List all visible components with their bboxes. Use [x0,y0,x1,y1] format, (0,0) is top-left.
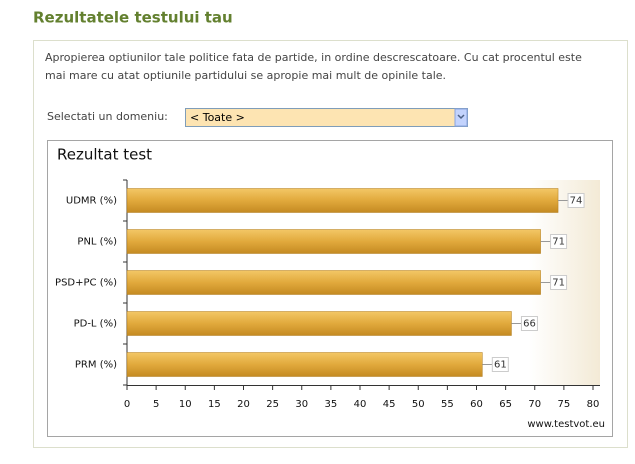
domain-select[interactable]: < Toate > [185,108,468,127]
chart-title: Rezultat test [57,146,152,164]
x-tick-label: 55 [441,399,454,410]
y-tick-label: PD-L (%) [74,319,117,330]
bar [126,229,541,254]
bar [126,311,512,336]
x-tick-label: 25 [266,399,279,410]
y-tick-label: PSD+PC (%) [55,278,117,289]
bar [126,188,559,213]
x-tick-label: 45 [383,399,396,410]
description: mai mare cu atat optiunile partidului se… [45,69,446,82]
y-tick-label: UDMR (%) [66,196,117,207]
value-label-box [491,357,509,372]
value-label-box [567,193,585,208]
x-tick-label: 15 [208,399,221,410]
x-tick-label: 80 [587,399,600,410]
x-tick-label: 0 [124,399,130,410]
filter-label: Selectati un domeniu: [47,110,168,123]
value-label: 66 [523,319,536,330]
x-tick-label: 50 [412,399,425,410]
bar [126,352,483,377]
value-label: 61 [494,360,507,371]
x-tick-label: 30 [295,399,308,410]
page-title: Rezultatele testului tau [33,9,233,27]
description: Apropierea optiunilor tale politice fata… [45,51,582,64]
x-tick-label: 40 [354,399,367,410]
y-tick-label: PRM (%) [75,360,117,371]
value-label-box [520,316,538,331]
footer: www.testvot.eu [527,419,605,430]
value-label-box [550,275,568,290]
value-label: 71 [552,237,565,248]
x-tick-label: 5 [153,399,159,410]
value-label: 71 [552,278,565,289]
x-tick-label: 10 [179,399,192,410]
x-tick-label: 75 [558,399,571,410]
y-tick-label: PNL (%) [77,237,117,248]
x-tick-label: 70 [528,399,541,410]
value-label: 74 [570,196,583,207]
value-label-box [550,234,568,249]
bar [126,270,541,295]
x-tick-label: 35 [325,399,338,410]
x-tick-label: 60 [470,399,483,410]
x-tick-label: 20 [237,399,250,410]
select-value: < Toate > [190,111,245,124]
x-tick-label: 65 [499,399,512,410]
arrow-icon [457,114,465,120]
